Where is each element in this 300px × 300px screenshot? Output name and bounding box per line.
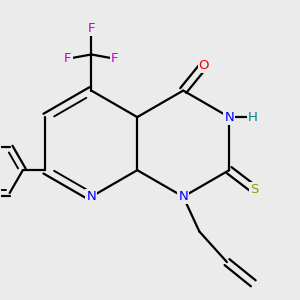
Text: O: O: [199, 58, 209, 72]
Text: H: H: [248, 111, 257, 124]
Text: F: F: [64, 52, 72, 65]
Text: N: N: [224, 111, 234, 124]
Text: F: F: [111, 52, 118, 65]
Text: F: F: [88, 22, 95, 34]
Text: N: N: [178, 190, 188, 203]
Text: N: N: [86, 190, 96, 203]
Text: S: S: [250, 183, 258, 196]
